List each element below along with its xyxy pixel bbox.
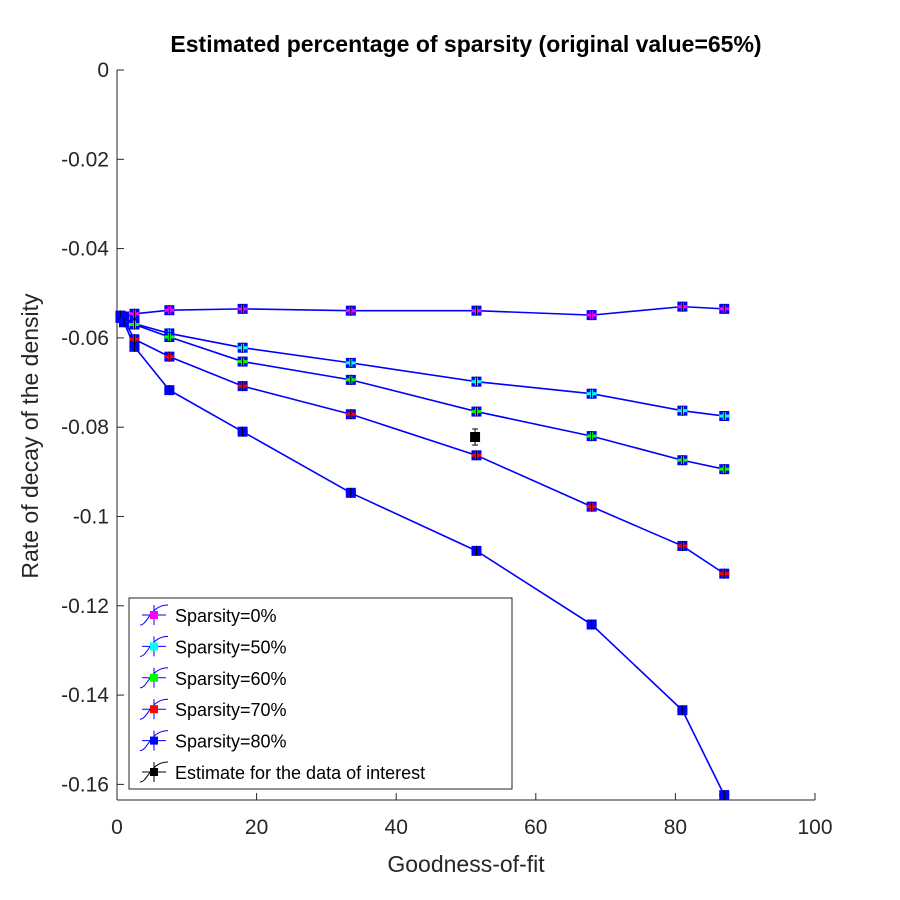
data-point — [237, 381, 248, 392]
data-point — [164, 351, 175, 362]
data-point — [164, 331, 175, 342]
y-tick-label: -0.06 — [61, 327, 109, 350]
estimate-square — [470, 432, 481, 443]
data-point — [237, 426, 248, 437]
legend-label: Sparsity=50% — [175, 637, 287, 657]
series-line — [120, 305, 725, 318]
data-point — [719, 568, 730, 579]
series-lines — [119, 305, 725, 796]
data-point — [677, 540, 688, 551]
legend-swatch-marker — [150, 705, 158, 714]
data-point — [164, 385, 175, 396]
legend-entry: Sparsity=50% — [139, 635, 287, 657]
legend: Sparsity=0% Sparsity=50% Sparsity=60% Spars… — [128, 597, 513, 790]
data-point — [586, 619, 597, 630]
data-point — [129, 308, 140, 319]
y-tick-label: 0 — [97, 59, 109, 82]
data-point — [345, 357, 356, 368]
legend-label: Sparsity=70% — [175, 700, 287, 720]
data-point — [471, 305, 482, 316]
data-point — [471, 376, 482, 387]
plot-axes — [116, 70, 815, 801]
data-point — [677, 405, 688, 416]
x-tick-label: 60 — [524, 816, 547, 839]
data-point — [719, 303, 730, 314]
legend-entry: Sparsity=70% — [139, 698, 287, 720]
x-tick-label: 20 — [245, 816, 268, 839]
estimate-point — [470, 428, 481, 446]
axis-ticks: 0 20 40 60 80 100 0 -0.02 -0.04 -0.06 -0.08 -0.1 -0.… — [61, 59, 832, 839]
data-point — [586, 431, 597, 442]
legend-entry: Sparsity=0% — [139, 604, 277, 626]
y-tick-label: -0.04 — [61, 238, 109, 261]
y-tick-label: -0.02 — [61, 148, 109, 171]
legend-label: Sparsity=80% — [175, 732, 287, 752]
data-point — [586, 310, 597, 321]
legend-entry: Sparsity=60% — [139, 667, 287, 689]
data-point — [345, 487, 356, 498]
x-tick-label: 100 — [797, 816, 832, 839]
series-line — [120, 315, 725, 470]
x-tick-label: 80 — [664, 816, 687, 839]
data-point — [719, 411, 730, 422]
legend-label: Estimate for the data of interest — [175, 763, 425, 783]
data-point — [719, 790, 730, 801]
y-axis-label: Rate of decay of the density — [17, 293, 43, 579]
legend-box — [128, 597, 513, 790]
chart-title: Estimated percentage of sparsity (origin… — [170, 31, 761, 57]
data-point — [345, 374, 356, 385]
data-point — [164, 305, 175, 316]
series-line — [120, 314, 725, 417]
data-point — [129, 319, 140, 330]
legend-swatch-marker — [150, 736, 158, 745]
legend-swatch-marker — [150, 673, 158, 682]
legend-swatch-marker — [150, 768, 158, 776]
series-line — [120, 317, 725, 575]
data-point — [586, 388, 597, 399]
data-point — [237, 303, 248, 314]
data-point — [586, 501, 597, 512]
data-point — [345, 409, 356, 420]
data-point — [237, 342, 248, 353]
data-point — [677, 705, 688, 716]
data-point — [471, 450, 482, 461]
x-tick-label: 0 — [111, 816, 123, 839]
y-tick-label: -0.14 — [61, 684, 109, 707]
legend-swatch-marker — [150, 642, 158, 651]
y-tick-label: -0.16 — [61, 773, 109, 796]
series-line — [119, 317, 725, 796]
x-tick-label: 40 — [385, 816, 408, 839]
y-tick-label: -0.08 — [61, 416, 109, 439]
legend-label: Sparsity=0% — [175, 606, 277, 626]
data-point — [471, 406, 482, 417]
data-point — [129, 341, 140, 352]
data-point — [345, 305, 356, 316]
x-axis-label: Goodness-of-fit — [387, 851, 545, 877]
data-point — [719, 464, 730, 475]
data-point — [237, 356, 248, 367]
legend-entry: Sparsity=80% — [139, 730, 287, 752]
data-markers — [115, 301, 730, 801]
data-point — [677, 301, 688, 312]
y-tick-label: -0.1 — [73, 505, 109, 528]
data-point — [118, 317, 129, 328]
y-tick-label: -0.12 — [61, 595, 109, 618]
legend-label: Sparsity=60% — [175, 669, 287, 689]
legend-swatch-marker — [150, 611, 158, 619]
legend-entry: Estimate for the data of interest — [139, 761, 425, 783]
data-point — [471, 545, 482, 556]
data-point — [677, 455, 688, 466]
